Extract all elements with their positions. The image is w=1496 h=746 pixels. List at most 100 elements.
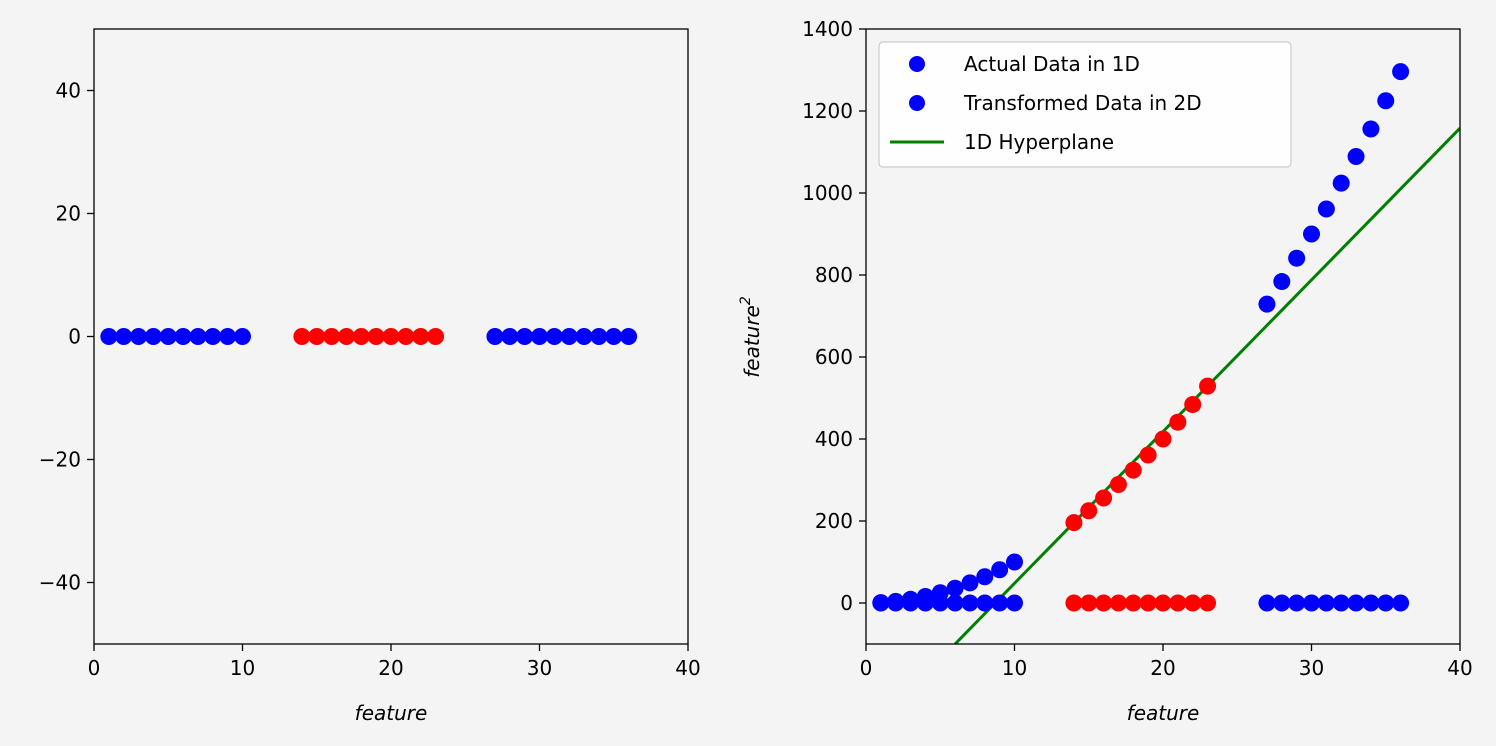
right-data-point xyxy=(1109,594,1127,612)
left-data-point xyxy=(516,328,534,345)
left-x-tick-label: 0 xyxy=(88,656,101,680)
right-data-point xyxy=(902,590,920,608)
left-y-axis-ticks: −40 −20 0 20 40 xyxy=(39,79,94,595)
left-y-tick-label: 40 xyxy=(56,79,81,103)
right-data-point xyxy=(1139,446,1157,464)
right-data-point xyxy=(1347,148,1365,166)
right-data-point xyxy=(1258,295,1276,313)
right-y-axis-label-superscript: 2 xyxy=(738,296,754,305)
left-data-point xyxy=(337,328,355,345)
right-data-point xyxy=(1362,120,1380,138)
left-data-point xyxy=(397,328,415,345)
left-x-tick-label: 40 xyxy=(675,656,700,680)
right-data-point xyxy=(931,584,949,602)
left-data-point xyxy=(174,328,192,345)
right-data-point xyxy=(1184,594,1202,612)
left-plot-panel: 0 10 20 30 40 −40 −20 0 20 40 feature xyxy=(39,28,701,725)
right-data-point xyxy=(1332,594,1350,612)
left-data-point xyxy=(100,328,118,345)
right-data-point xyxy=(976,594,994,612)
right-data-point xyxy=(1273,594,1291,612)
left-data-point xyxy=(427,328,445,345)
right-data-point xyxy=(887,592,905,610)
right-data-point xyxy=(1199,594,1217,612)
right-data-point xyxy=(946,594,964,612)
right-data-point xyxy=(976,568,994,586)
right-x-axis-ticks: 0 10 20 30 40 xyxy=(860,644,1473,680)
right-data-point xyxy=(1109,476,1127,494)
left-data-point xyxy=(412,328,430,345)
left-data-point xyxy=(204,328,222,345)
left-data-point xyxy=(308,328,326,345)
right-data-point xyxy=(1392,63,1410,81)
right-data-point xyxy=(1347,594,1365,612)
right-data-point xyxy=(916,587,934,605)
left-x-axis-ticks: 0 10 20 30 40 xyxy=(88,644,701,680)
right-x-tick-label: 30 xyxy=(1299,656,1324,680)
legend-label-actual-data: Actual Data in 1D xyxy=(964,52,1140,76)
right-data-point xyxy=(1095,594,1113,612)
left-x-tick-label: 10 xyxy=(230,656,255,680)
right-data-point xyxy=(961,594,979,612)
left-x-axis-label: feature xyxy=(355,701,428,725)
left-data-point xyxy=(575,328,593,345)
right-data-point xyxy=(1362,594,1380,612)
left-y-tick-label: 20 xyxy=(56,202,81,226)
right-data-point xyxy=(1095,489,1113,507)
right-x-tick-label: 20 xyxy=(1150,656,1175,680)
right-data-point xyxy=(991,594,1009,612)
right-data-point xyxy=(1065,594,1083,612)
right-data-point xyxy=(1080,594,1098,612)
left-data-point xyxy=(352,328,370,345)
left-y-tick-label: 0 xyxy=(68,325,81,349)
right-data-point xyxy=(1303,225,1320,243)
left-data-point xyxy=(620,328,638,345)
legend-box xyxy=(878,41,1292,168)
right-data-point xyxy=(1065,514,1083,532)
right-y-axis-label-base: feature xyxy=(740,305,764,378)
right-data-point xyxy=(1154,430,1172,448)
right-data-point xyxy=(1139,594,1157,612)
right-data-point xyxy=(1006,594,1023,612)
left-y-tick-label: −20 xyxy=(39,448,81,472)
legend-label-hyperplane: 1D Hyperplane xyxy=(964,130,1114,154)
legend-marker-actual-data xyxy=(909,56,925,72)
left-data-point xyxy=(486,328,504,345)
right-y-tick-label: 800 xyxy=(815,263,853,287)
left-data-point xyxy=(323,328,341,345)
right-y-axis-label: feature2 xyxy=(738,296,764,378)
legend: Actual Data in 1D Transformed Data in 2D… xyxy=(878,41,1292,168)
right-y-tick-label: 400 xyxy=(815,427,853,451)
left-x-tick-label: 30 xyxy=(527,656,552,680)
right-data-point xyxy=(1273,273,1291,291)
right-data-point xyxy=(946,579,964,597)
right-data-point xyxy=(991,561,1009,579)
left-data-point xyxy=(545,328,563,345)
right-y-axis-ticks: 0 200 400 600 800 1000 1200 1400 xyxy=(802,17,866,615)
left-data-point xyxy=(367,328,385,345)
right-plot-marks xyxy=(872,63,1460,644)
right-x-tick-label: 40 xyxy=(1447,656,1472,680)
right-y-tick-label: 1400 xyxy=(802,17,853,41)
left-data-point xyxy=(130,328,148,345)
left-plot-marks xyxy=(100,328,638,345)
right-data-point xyxy=(1199,377,1217,395)
left-data-point xyxy=(159,328,177,345)
legend-label-transformed-data: Transformed Data in 2D xyxy=(963,91,1202,115)
right-data-point xyxy=(1332,174,1350,192)
left-data-point xyxy=(115,328,133,345)
left-data-point xyxy=(234,328,251,345)
right-data-point xyxy=(1317,200,1335,218)
right-data-point xyxy=(1124,594,1142,612)
right-y-tick-label: 600 xyxy=(815,345,853,369)
right-y-tick-label: 1000 xyxy=(802,181,853,205)
right-data-point xyxy=(1303,594,1320,612)
right-data-point xyxy=(1169,594,1187,612)
right-x-tick-label: 0 xyxy=(860,656,873,680)
right-data-point xyxy=(1258,594,1276,612)
right-data-point xyxy=(1169,413,1187,431)
right-x-tick-label: 10 xyxy=(1002,656,1027,680)
right-data-point xyxy=(1288,249,1306,267)
right-y-tick-label: 200 xyxy=(815,509,853,533)
